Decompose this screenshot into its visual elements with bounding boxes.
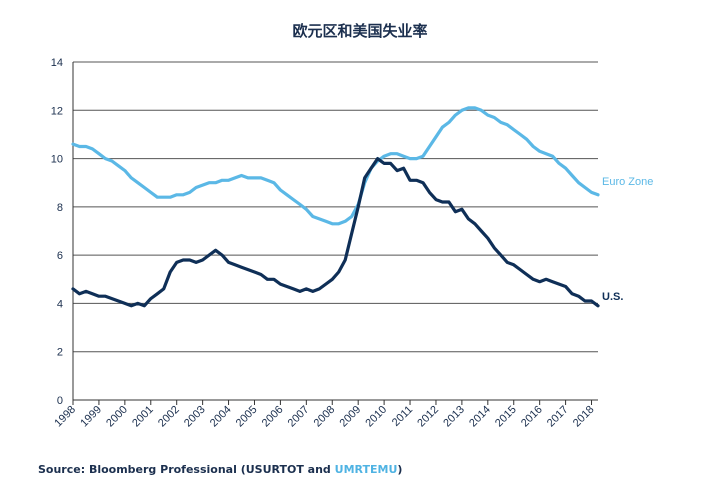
y-tick-label: 14	[51, 57, 63, 69]
y-tick-label: 10	[51, 154, 63, 166]
source-note: Source: Bloomberg Professional (USURTOT …	[38, 463, 402, 476]
x-tick-label: 2003	[182, 404, 208, 430]
series-line-euro-zone	[71, 106, 600, 226]
x-tick-label: 2009	[338, 404, 364, 430]
x-tick-label: 1999	[78, 404, 104, 430]
x-tick-label: 2014	[467, 404, 493, 430]
x-tick-label: 2011	[390, 404, 415, 429]
y-tick-label: 4	[57, 298, 63, 310]
x-tick-label: 2004	[208, 404, 234, 430]
source-prefix: Source: Bloomberg Professional (USURTOT …	[38, 463, 335, 476]
x-tick-label: 2000	[104, 404, 130, 430]
series-label-layer: Euro Zone U.S.	[602, 176, 653, 303]
y-tick-label: 2	[57, 347, 63, 359]
x-tick-label: 1998	[52, 404, 78, 430]
series-layer	[71, 106, 600, 308]
x-tick-label: 2012	[415, 404, 441, 430]
series-line-us	[71, 157, 600, 308]
x-tick-label: 2001	[130, 404, 156, 430]
source-suffix: )	[397, 463, 403, 476]
x-tick-label: 2018	[571, 404, 597, 430]
x-tick-label: 2007	[286, 404, 312, 430]
x-tick-label: 2013	[441, 404, 467, 430]
y-tick-label: 8	[57, 202, 63, 214]
x-tick-label: 2016	[519, 404, 545, 430]
x-tick-label: 2005	[234, 404, 260, 430]
x-tick-label: 2015	[493, 404, 519, 430]
x-tick-label: 2008	[312, 404, 338, 430]
y-tick-label: 0	[57, 395, 63, 407]
series-label: Euro Zone	[602, 176, 653, 188]
x-tick-label: 2017	[545, 404, 571, 430]
x-tick-label: 2010	[363, 404, 389, 430]
x-tick-label: 2002	[156, 404, 182, 430]
y-tick-label: 12	[51, 105, 63, 117]
x-tick-label: 2006	[260, 404, 286, 430]
grid-layer	[73, 61, 598, 401]
source-accent: UMRTEMU	[334, 463, 398, 476]
y-tick-label: 6	[57, 250, 63, 262]
chart-title: 欧元区和美国失业率	[292, 22, 428, 40]
series-label: U.S.	[602, 291, 623, 303]
